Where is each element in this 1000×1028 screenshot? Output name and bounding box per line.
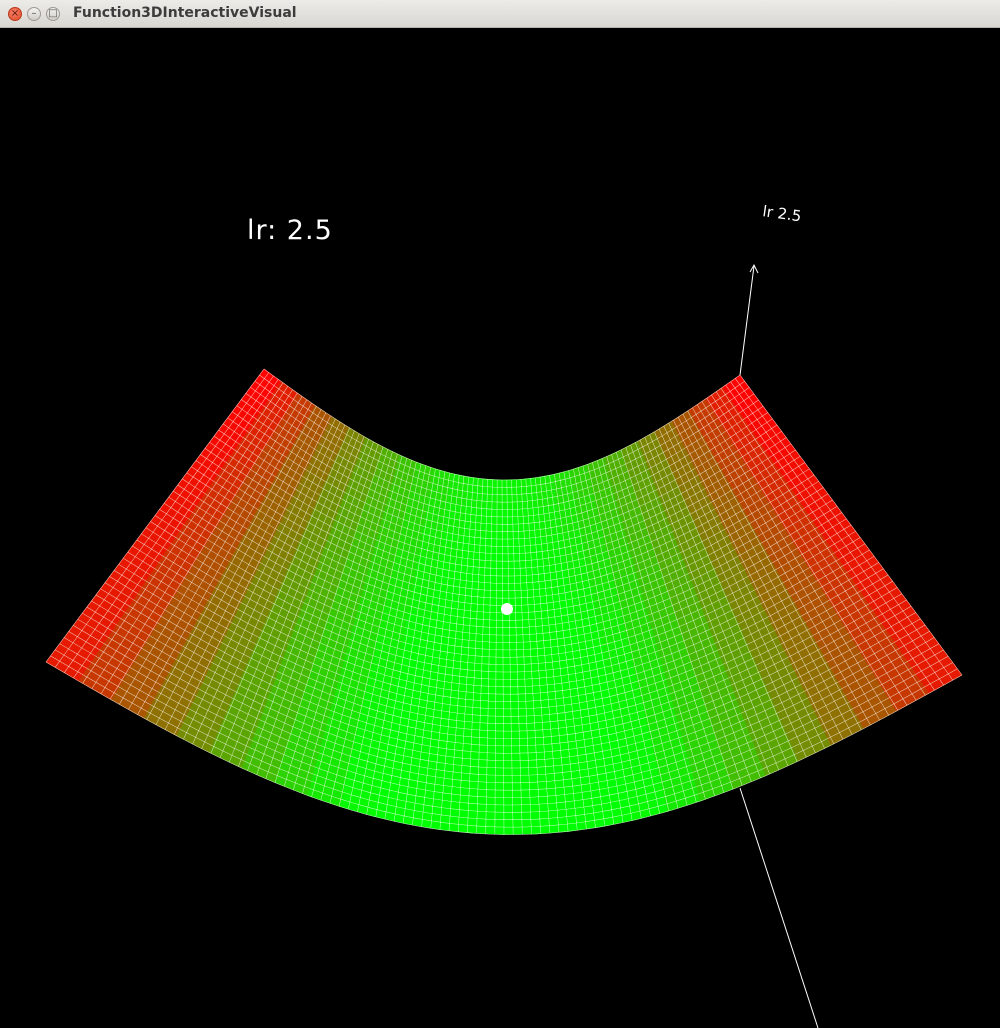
grid-line: [113, 570, 893, 724]
3d-viewport[interactable]: lr 2.5 lr: 2.5: [0, 28, 1000, 1028]
grid-line: [177, 484, 829, 621]
wireframe-grid: [45, 368, 963, 835]
grid-line: [95, 594, 912, 754]
minimize-icon[interactable]: –: [27, 7, 41, 21]
grid-line: [154, 515, 852, 658]
grid-line: [263, 368, 741, 481]
learning-rate-label: lr: 2.5: [247, 215, 333, 246]
grid-line: [68, 631, 940, 798]
grid-line: [100, 588, 907, 747]
grid-line: [222, 423, 782, 547]
window-title: Function3DInteractiveVisual: [73, 5, 297, 21]
grid-line: [132, 545, 875, 695]
grid-line: [45, 661, 963, 835]
title-bar[interactable]: × – □ Function3DInteractiveVisual: [0, 0, 1000, 28]
grid-line: [136, 539, 870, 688]
grid-line: [204, 448, 801, 577]
grid-line: [236, 405, 768, 525]
grid-line: [213, 435, 792, 562]
grid-line: [77, 619, 930, 784]
optimizer-point[interactable]: [501, 603, 513, 615]
axis-lr-tag: lr 2.5: [761, 202, 802, 225]
grid-line: [59, 643, 949, 813]
grid-line: [109, 576, 898, 732]
grid-line: [232, 411, 773, 532]
grid-line: [123, 557, 884, 710]
vertical-axis-line: [739, 787, 819, 1028]
grid-line: [127, 551, 879, 702]
grid-line: [141, 533, 866, 680]
grid-line: [104, 582, 903, 739]
grid-line: [168, 496, 838, 636]
grid-line: [54, 649, 953, 820]
grid-line: [218, 429, 787, 555]
surface-canvas[interactable]: lr 2.5: [0, 28, 1000, 1028]
grid-line: [150, 521, 856, 665]
grid-line: [73, 625, 935, 791]
grid-line: [191, 466, 815, 599]
grid-line: [159, 509, 847, 651]
grid-line: [118, 564, 889, 717]
grid-line: [163, 503, 842, 643]
grid-line: [173, 490, 833, 628]
grid-line: [91, 600, 916, 761]
grid-line: [209, 442, 796, 569]
maximize-icon[interactable]: □: [46, 7, 60, 21]
grid-line: [82, 612, 926, 776]
axis-arrowhead-icon: [749, 263, 759, 274]
grid-line: [250, 387, 755, 503]
grid-line: [241, 399, 764, 518]
grid-line: [245, 393, 759, 510]
grid-line: [145, 527, 861, 673]
close-icon[interactable]: ×: [8, 7, 22, 21]
grid-line: [259, 374, 745, 488]
grid-line: [200, 454, 805, 584]
grid-line: [50, 655, 958, 828]
grid-line: [227, 417, 778, 540]
vertical-axis-line: [739, 265, 755, 376]
grid-line: [254, 380, 750, 496]
grid-line: [64, 637, 944, 806]
grid-line: [195, 460, 810, 592]
grid-line: [86, 606, 921, 769]
